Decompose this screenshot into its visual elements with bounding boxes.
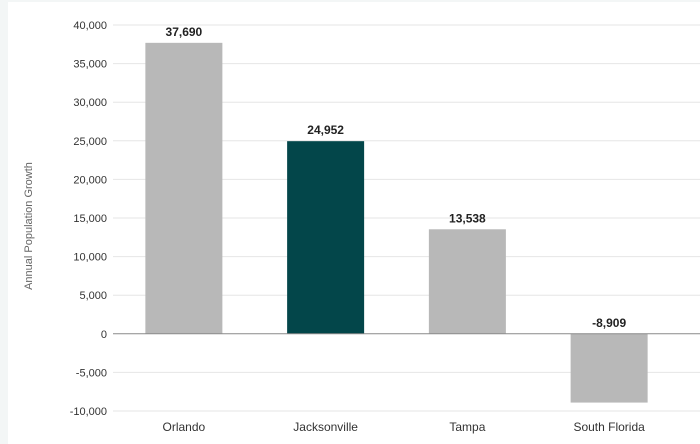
x-tick-label: Jacksonville <box>293 420 358 434</box>
y-tick-label: 40,000 <box>73 20 107 32</box>
y-tick-label: -5,000 <box>76 367 107 379</box>
bar-value-label: 24,952 <box>307 123 344 137</box>
y-tick-label: 5,000 <box>79 290 107 302</box>
y-tick-label: 25,000 <box>73 136 107 148</box>
x-tick-label: Tampa <box>449 420 485 434</box>
x-tick-label: Orlando <box>163 420 206 434</box>
y-tick-label: -10,000 <box>70 406 107 418</box>
bar <box>145 42 223 334</box>
bar-value-label: -8,909 <box>592 316 626 330</box>
y-tick-label: 10,000 <box>73 252 107 264</box>
y-tick-label: 15,000 <box>73 213 107 225</box>
y-tick-label: 30,000 <box>73 97 107 109</box>
bar <box>428 229 506 334</box>
x-tick-label: South Florida <box>573 420 645 434</box>
bar-value-label: 37,690 <box>166 25 203 39</box>
bar <box>287 141 365 334</box>
bar <box>570 333 648 403</box>
y-tick-label: 35,000 <box>73 59 107 71</box>
y-tick-label: 0 <box>101 329 107 341</box>
bar-value-label: 13,538 <box>449 211 486 225</box>
y-tick-label: 20,000 <box>73 174 107 186</box>
